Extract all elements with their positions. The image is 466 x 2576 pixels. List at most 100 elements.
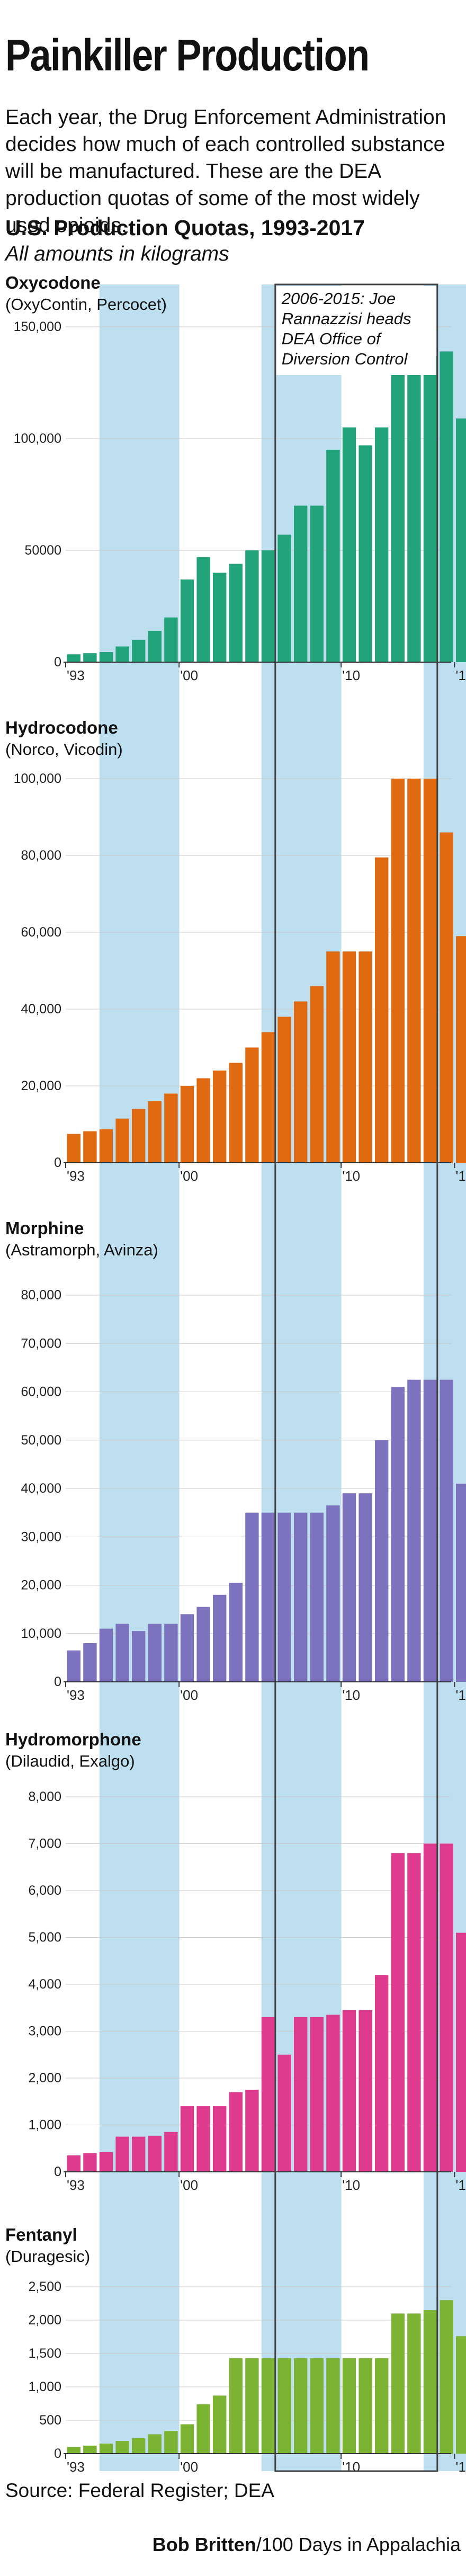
y-tick-label: 50000	[24, 543, 61, 558]
bar-2012	[375, 2358, 389, 2454]
byline-outlet: /100 Days in Appalachia	[256, 2534, 461, 2555]
bar-1999	[164, 2431, 178, 2454]
bar-2010	[342, 951, 356, 1163]
bar-1993	[67, 2155, 80, 2172]
bar-2008	[310, 2358, 324, 2454]
x-tick-label: '93	[67, 2459, 85, 2475]
panel-subtitle: (Norco, Vicodin)	[5, 740, 123, 759]
bar-2016	[440, 2300, 453, 2454]
bar-2005	[261, 550, 275, 662]
x-tick-label: '10	[342, 2177, 360, 2193]
bar-2001	[196, 2404, 210, 2454]
bar-2014	[407, 1379, 421, 1682]
y-tick-label: 5,000	[28, 1930, 61, 1945]
y-tick-label: 10,000	[21, 1626, 61, 1641]
bar-2011	[359, 445, 372, 662]
bar-2001	[196, 557, 210, 662]
panel-hydrocodone: Hydrocodone (Norco, Vicodin) 0 20,000 40,000…	[5, 718, 466, 1184]
y-tick-label: 20,000	[21, 1078, 61, 1093]
bar-1997	[132, 2136, 146, 2172]
bar-2004	[245, 1047, 259, 1163]
bar-2000	[180, 2424, 194, 2454]
bar-2016	[440, 351, 453, 662]
x-tick-label: '93	[67, 667, 85, 683]
y-tick-label: 0	[54, 2446, 61, 2461]
y-tick-label: 7,000	[28, 1837, 61, 1851]
x-tick-label: '10	[342, 1168, 360, 1184]
annotation-line-1: 2006-2015: Joe	[281, 289, 396, 308]
bar-2006	[277, 534, 291, 662]
bar-2006	[277, 2358, 291, 2454]
bar-1996	[115, 2441, 129, 2454]
y-tick-label: 30,000	[21, 1529, 61, 1544]
bar-2006	[277, 2054, 291, 2172]
bar-1993	[67, 2447, 80, 2454]
y-tick-label: 150,000	[14, 319, 61, 334]
bar-2017	[456, 2336, 466, 2454]
bar-2007	[294, 1512, 308, 1682]
y-tick-label: 40,000	[21, 1481, 61, 1496]
y-tick-label: 60,000	[21, 1385, 61, 1400]
bar-2011	[359, 951, 372, 1163]
bar-2002	[213, 2106, 227, 2172]
bar-2001	[196, 2106, 210, 2172]
byline-author: Bob Britten	[152, 2534, 256, 2555]
bar-2011	[359, 2358, 372, 2454]
x-tick-label: '00	[180, 2459, 198, 2475]
bar-2015	[423, 355, 437, 662]
bar-2007	[294, 1001, 308, 1163]
y-tick-label: 40,000	[21, 1002, 61, 1017]
bar-1993	[67, 1650, 80, 1682]
bar-1996	[115, 1118, 129, 1163]
bar-2010	[342, 427, 356, 662]
bar-2004	[245, 2090, 259, 2172]
bar-1995	[99, 1129, 113, 1163]
bar-2007	[294, 2358, 308, 2454]
panel-oxycodone: Oxycodone (OxyContin, Percocet) 0 50000 100,…	[5, 273, 466, 683]
y-tick-label: 0	[54, 2164, 61, 2179]
y-tick-label: 6,000	[28, 1883, 61, 1898]
byline: Bob Britten/100 Days in Appalachia	[153, 2535, 461, 2554]
x-tick-label: '00	[180, 667, 198, 683]
bar-1994	[83, 2153, 97, 2172]
bar-1995	[99, 652, 113, 662]
bar-2014	[407, 2313, 421, 2454]
y-tick-label: 100,000	[14, 431, 61, 446]
y-tick-label: 60,000	[21, 925, 61, 940]
bar-2010	[342, 2010, 356, 2172]
panel-title: Hydrocodone	[5, 718, 118, 737]
bar-2017	[456, 1932, 466, 2172]
bar-2005	[261, 1512, 275, 1682]
panel-title: Morphine	[5, 1218, 84, 1238]
bar-2016	[440, 1843, 453, 2172]
bar-2003	[229, 1582, 243, 1682]
bar-2009	[326, 1505, 340, 1682]
bar-1996	[115, 646, 129, 662]
panel-subtitle: (OxyContin, Percocet)	[5, 295, 167, 314]
page-title: Painkiller Production	[5, 30, 370, 80]
bar-2013	[391, 779, 405, 1163]
bar-2017	[456, 936, 466, 1163]
bar-1995	[99, 2152, 113, 2172]
bar-1996	[115, 1624, 129, 1682]
x-tick-label: '17	[455, 667, 466, 683]
x-tick-label: '10	[342, 667, 360, 683]
bar-2002	[213, 1594, 227, 1682]
annotation-line-2: Rannazzisi heads	[282, 309, 411, 328]
bar-1998	[148, 2135, 162, 2172]
x-tick-label: '00	[180, 1168, 198, 1184]
bar-1993	[67, 654, 80, 662]
panel-morphine: Morphine (Astramorph, Avinza) 0 10,000 20,00…	[5, 1218, 466, 1703]
bar-2006	[277, 1017, 291, 1163]
y-tick-label: 2,000	[28, 2313, 61, 2328]
bar-2004	[245, 1512, 259, 1682]
bar-2009	[326, 450, 340, 662]
x-tick-label: '10	[342, 1687, 360, 1703]
bar-2007	[294, 2017, 308, 2172]
bar-1998	[148, 630, 162, 662]
y-tick-label: 1,500	[28, 2346, 61, 2361]
bar-2012	[375, 1975, 389, 2172]
bar-2010	[342, 1493, 356, 1682]
x-tick-label: '00	[180, 2177, 198, 2193]
